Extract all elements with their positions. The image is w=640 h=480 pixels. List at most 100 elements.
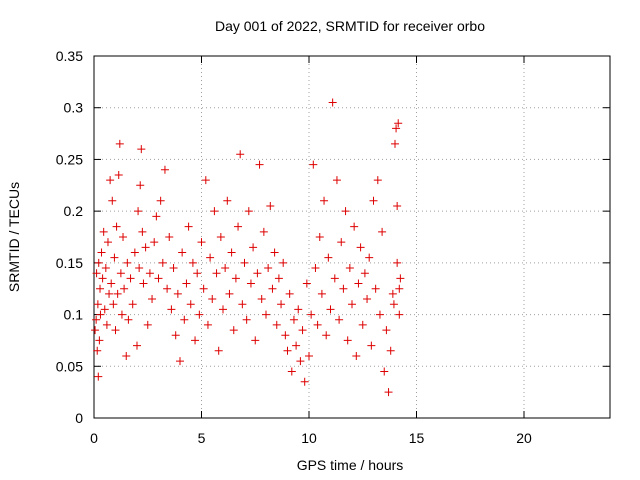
data-point	[339, 284, 348, 293]
data-point	[358, 320, 367, 329]
data-point	[188, 258, 197, 267]
data-point	[392, 124, 401, 133]
data-point	[251, 336, 260, 345]
data-point	[375, 310, 384, 319]
y-tick-label: 0.35	[56, 48, 83, 64]
y-tick-label: 0.05	[56, 358, 83, 374]
data-point	[186, 300, 195, 309]
data-point	[386, 346, 395, 355]
data-point	[279, 258, 288, 267]
data-point	[180, 315, 189, 324]
data-point	[197, 238, 206, 247]
data-point	[199, 284, 208, 293]
data-point	[244, 207, 253, 216]
data-point	[108, 196, 117, 205]
data-point	[158, 258, 167, 267]
data-point	[93, 300, 102, 309]
data-point	[113, 289, 122, 298]
data-point	[114, 170, 123, 179]
data-point	[389, 300, 398, 309]
plot-frame	[93, 55, 611, 419]
data-point	[156, 196, 165, 205]
data-point	[227, 248, 236, 257]
data-point	[105, 289, 114, 298]
data-point	[152, 212, 161, 221]
data-point	[371, 284, 380, 293]
data-point	[350, 222, 359, 231]
data-point	[356, 243, 365, 252]
data-point	[360, 269, 369, 278]
data-point	[99, 227, 108, 236]
data-point	[292, 341, 301, 350]
data-point	[206, 253, 215, 262]
data-point	[100, 305, 109, 314]
data-point	[107, 279, 116, 288]
data-point	[97, 248, 106, 257]
data-point	[95, 336, 104, 345]
data-point	[201, 176, 210, 185]
data-point	[240, 258, 249, 267]
data-point	[173, 289, 182, 298]
data-point	[330, 274, 339, 283]
data-point	[234, 222, 243, 231]
data-point	[182, 279, 191, 288]
data-point	[320, 196, 329, 205]
data-point	[393, 258, 402, 267]
data-point	[345, 264, 354, 273]
data-point	[91, 326, 100, 335]
data-point	[311, 264, 320, 273]
data-point	[117, 310, 126, 319]
data-point	[294, 305, 303, 314]
data-point	[103, 238, 112, 247]
data-point	[309, 160, 318, 169]
y-tick-label: 0	[75, 410, 83, 426]
y-tick-label: 0.25	[56, 151, 83, 167]
y-tick-label: 0.15	[56, 255, 83, 271]
y-tick-label: 0.1	[64, 307, 84, 323]
data-point	[259, 227, 268, 236]
grid	[94, 56, 610, 418]
data-point	[163, 284, 172, 293]
data-point	[106, 176, 115, 185]
data-point	[96, 310, 105, 319]
data-point	[337, 238, 346, 247]
data-points	[91, 98, 405, 397]
data-point	[352, 351, 361, 360]
data-point	[253, 269, 262, 278]
data-point	[130, 248, 139, 257]
data-point	[236, 150, 245, 159]
data-point	[191, 336, 200, 345]
data-point	[249, 243, 258, 252]
data-point	[134, 207, 143, 216]
data-point	[208, 295, 217, 304]
data-point	[94, 372, 103, 381]
x-tick-label: 15	[409, 430, 425, 446]
data-point	[212, 269, 221, 278]
x-tick-label: 20	[516, 430, 532, 446]
data-point	[378, 227, 387, 236]
data-point	[369, 196, 378, 205]
data-point	[112, 222, 121, 231]
axis-ticks: 0 0.05 0.1 0.15 0.2 0.25 0.3 0.35 0 5 10 15 20	[56, 48, 610, 446]
data-point	[305, 351, 313, 360]
data-point	[382, 326, 391, 335]
data-point	[111, 326, 120, 335]
data-point	[223, 196, 232, 205]
data-point	[393, 201, 402, 210]
data-point	[365, 253, 374, 262]
data-point	[169, 264, 178, 273]
data-point	[145, 269, 154, 278]
data-point	[380, 367, 389, 376]
data-point	[317, 289, 326, 298]
data-point	[109, 300, 118, 309]
data-point	[388, 289, 397, 298]
data-point	[195, 310, 204, 319]
data-point	[367, 341, 376, 350]
data-point	[176, 357, 184, 366]
data-point	[165, 233, 174, 241]
data-point	[92, 269, 101, 278]
data-point	[160, 165, 169, 174]
data-point	[300, 377, 309, 386]
data-point	[123, 258, 132, 267]
data-point	[238, 300, 247, 309]
